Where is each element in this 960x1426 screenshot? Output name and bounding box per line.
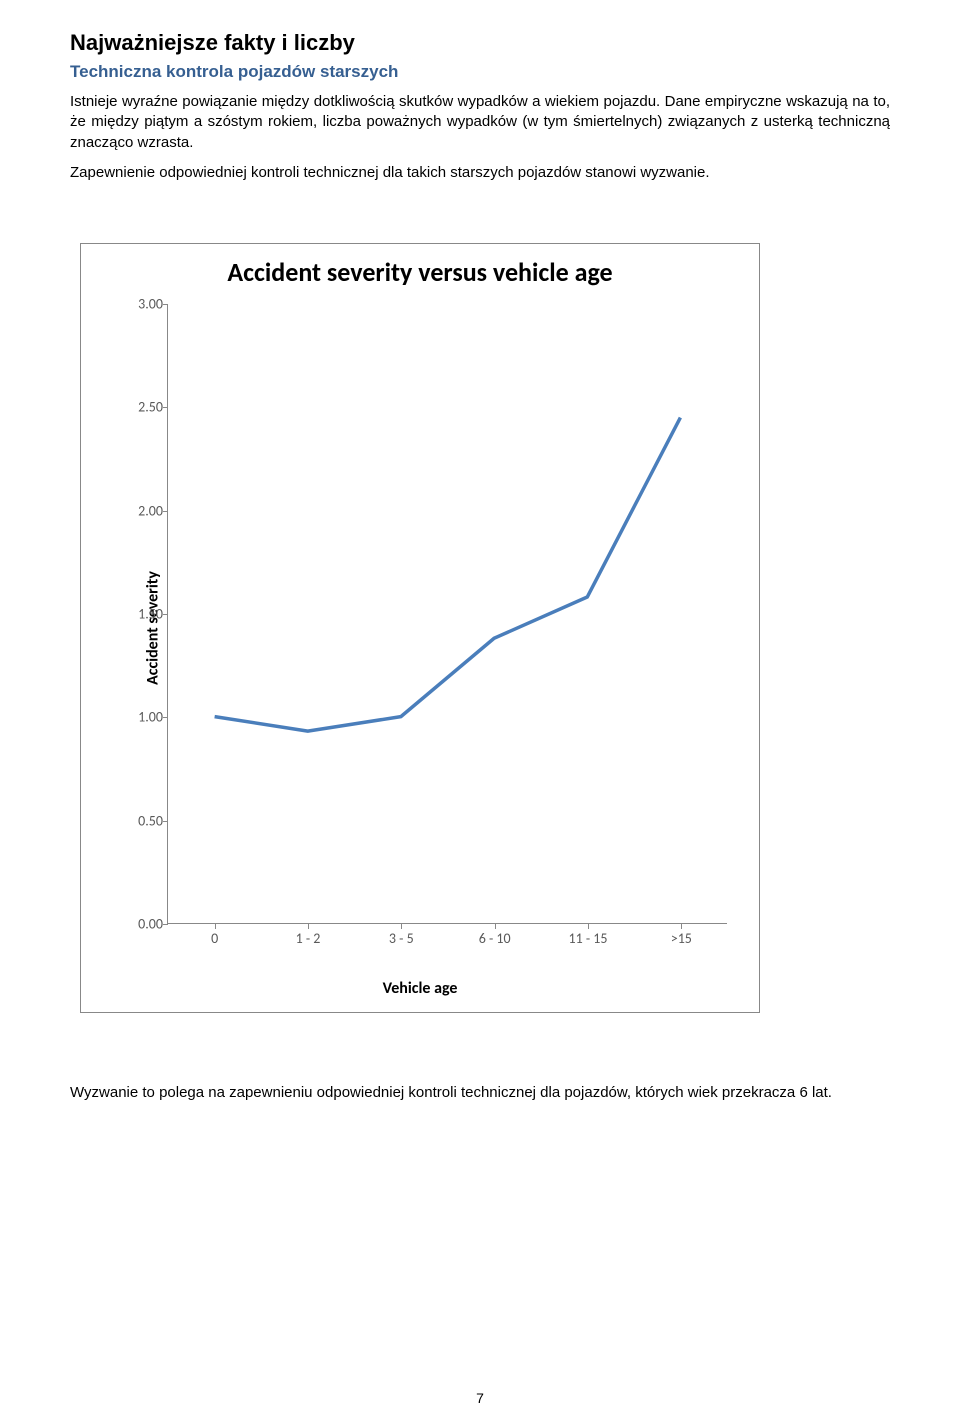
chart-xtick-label: 11 - 15	[548, 930, 628, 947]
chart-ytick-mark	[163, 511, 168, 512]
chart-y-axis-label: Accident severity	[143, 571, 162, 685]
section-subheading: Techniczna kontrola pojazdów starszych	[70, 62, 890, 82]
chart-plot-area: 0.000.501.001.502.002.503.0001 - 23 - 56…	[167, 304, 727, 924]
paragraph-1: Istnieje wyraźne powiązanie między dotkl…	[70, 92, 890, 153]
chart-xtick-mark	[401, 924, 402, 929]
chart-ytick-mark	[163, 717, 168, 718]
chart-ytick-label: 2.00	[113, 502, 163, 519]
chart-ytick-label: 1.00	[113, 709, 163, 726]
chart-xtick-label: 6 - 10	[455, 930, 535, 947]
chart-title: Accident severity versus vehicle age	[81, 256, 759, 288]
paragraph-2: Zapewnienie odpowiedniej kontroli techni…	[70, 163, 890, 183]
chart-ytick-mark	[163, 821, 168, 822]
chart-xtick-mark	[681, 924, 682, 929]
chart-ytick-label: 2.50	[113, 399, 163, 416]
page-heading: Najważniejsze fakty i liczby	[70, 30, 890, 56]
chart-line-svg	[168, 304, 727, 923]
chart-xtick-label: 1 - 2	[268, 930, 348, 947]
chart-line	[215, 418, 681, 732]
chart-ytick-label: 3.00	[113, 296, 163, 313]
chart-ytick-mark	[163, 304, 168, 305]
chart-xtick-mark	[215, 924, 216, 929]
chart-container: Accident severity versus vehicle age Acc…	[80, 243, 760, 1013]
chart-xtick-label: >15	[641, 930, 721, 947]
chart-ytick-label: 1.50	[113, 606, 163, 623]
closing-paragraph: Wyzwanie to polega na zapewnieniu odpowi…	[70, 1083, 890, 1103]
chart-ytick-mark	[163, 407, 168, 408]
chart-ytick-mark	[163, 614, 168, 615]
chart-ytick-label: 0.50	[113, 812, 163, 829]
chart-xtick-mark	[588, 924, 589, 929]
chart-xtick-mark	[495, 924, 496, 929]
chart-xtick-mark	[308, 924, 309, 929]
chart-x-axis-label: Vehicle age	[81, 979, 759, 998]
page-number: 7	[0, 1390, 960, 1406]
chart-xtick-label: 3 - 5	[361, 930, 441, 947]
chart-xtick-label: 0	[175, 930, 255, 947]
chart-ytick-mark	[163, 924, 168, 925]
chart-ytick-label: 0.00	[113, 916, 163, 933]
